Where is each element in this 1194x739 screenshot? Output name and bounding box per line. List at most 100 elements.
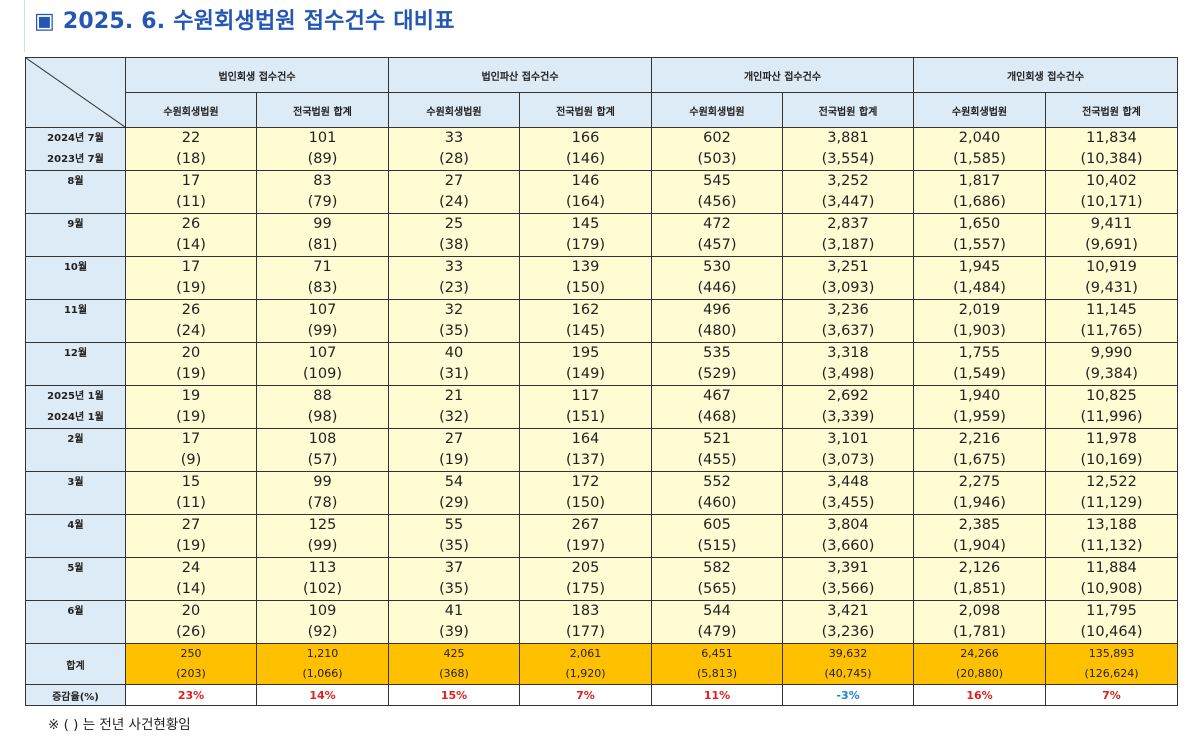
data-cell: 11,884 (10,908) bbox=[1045, 557, 1178, 601]
current-count: 12,522 bbox=[1086, 474, 1137, 490]
previous-count: (175) bbox=[566, 581, 605, 597]
previous-count: (529) bbox=[697, 366, 737, 382]
previous-count: (150) bbox=[566, 280, 605, 296]
previous-count: (10,384) bbox=[1080, 151, 1143, 167]
previous-count: (565) bbox=[697, 581, 737, 597]
data-cell: 3,252 (3,447) bbox=[782, 170, 914, 214]
current-count: 83 bbox=[313, 173, 332, 189]
current-count: 1,755 bbox=[958, 345, 1001, 361]
data-cell: 3,391 (3,566) bbox=[782, 557, 914, 601]
previous-count: (1,851) bbox=[953, 581, 1006, 597]
data-cell: 139 (150) bbox=[519, 256, 652, 300]
current-count: 33 bbox=[444, 130, 464, 146]
previous-count: (460) bbox=[697, 495, 737, 511]
current-count: 19 bbox=[181, 388, 201, 404]
data-cell: 107 (99) bbox=[256, 299, 389, 343]
row-label-previous: 2023년 7월 bbox=[47, 154, 104, 165]
current-count: 17 bbox=[181, 431, 201, 447]
data-cell: 17 (9) bbox=[125, 428, 257, 472]
data-cell: 545 (456) bbox=[651, 170, 783, 214]
data-cell: 12,522 (11,129) bbox=[1045, 471, 1178, 515]
previous-count: (98) bbox=[307, 409, 338, 425]
current-count: 107 bbox=[308, 302, 337, 318]
total-cell: 135,893 (126,624) bbox=[1045, 643, 1178, 685]
previous-count: (89) bbox=[307, 151, 338, 167]
row-label-current: 12월 bbox=[63, 348, 88, 359]
total-current: 2,061 bbox=[569, 647, 602, 660]
row-label-previous bbox=[26, 321, 125, 342]
row-label-current: 8월 bbox=[67, 176, 84, 187]
table-row: 11월 26 (24) 107 (99) 32 (35) 162 (145) 496 (480) 3,… bbox=[25, 299, 1178, 343]
total-cell: 24,266 (20,880) bbox=[913, 643, 1046, 685]
current-count: 162 bbox=[571, 302, 600, 318]
group-header-corp-bankruptcy: 법인파산 접수건수 bbox=[388, 57, 652, 93]
previous-count: (1,484) bbox=[953, 280, 1006, 296]
data-cell: 1,940 (1,959) bbox=[913, 385, 1046, 429]
data-cell: 32 (35) bbox=[388, 299, 520, 343]
data-cell: 3,421 (3,236) bbox=[782, 600, 914, 644]
data-cell: 1,755 (1,549) bbox=[913, 342, 1046, 386]
previous-count: (11,765) bbox=[1080, 323, 1143, 339]
data-cell: 9,411 (9,691) bbox=[1045, 213, 1178, 257]
diagonal-line bbox=[26, 58, 125, 127]
data-cell: 26 (14) bbox=[125, 213, 257, 257]
row-label-previous bbox=[26, 450, 125, 471]
data-cell: 3,804 (3,660) bbox=[782, 514, 914, 558]
sub-header-cell: 수원회생법원 bbox=[388, 92, 520, 128]
previous-count: (11,996) bbox=[1080, 409, 1143, 425]
data-cell: 21 (32) bbox=[388, 385, 520, 429]
total-row: 합계 250 (203) 1,210 (1,066) 425 (368) 2,061 (1,92… bbox=[25, 643, 1178, 685]
current-count: 139 bbox=[571, 259, 600, 275]
data-cell: 27 (19) bbox=[125, 514, 257, 558]
previous-count: (19) bbox=[176, 280, 206, 296]
current-count: 1,940 bbox=[958, 388, 1001, 404]
data-cell: 101 (89) bbox=[256, 127, 389, 171]
previous-count: (31) bbox=[439, 366, 469, 382]
total-current: 6,451 bbox=[701, 647, 733, 660]
previous-count: (1,549) bbox=[953, 366, 1006, 382]
previous-count: (457) bbox=[697, 237, 737, 253]
current-count: 552 bbox=[703, 474, 731, 490]
previous-count: (3,498) bbox=[821, 366, 875, 382]
current-count: 2,019 bbox=[958, 302, 1001, 318]
previous-count: (19) bbox=[176, 409, 206, 425]
current-count: 145 bbox=[571, 216, 600, 232]
previous-count: (3,554) bbox=[821, 151, 875, 167]
total-cell: 425 (368) bbox=[388, 643, 520, 685]
previous-count: (78) bbox=[307, 495, 338, 511]
row-label-previous: 2024년 1월 bbox=[47, 412, 104, 423]
total-current: 1,210 bbox=[306, 647, 339, 660]
current-count: 27 bbox=[444, 173, 464, 189]
data-cell: 535 (529) bbox=[651, 342, 783, 386]
total-previous: (368) bbox=[439, 667, 469, 680]
previous-count: (109) bbox=[303, 366, 342, 382]
table-row: 10월 17 (19) 71 (83) 33 (23) 139 (150) 530 (446) 3,2… bbox=[25, 256, 1178, 300]
current-count: 3,421 bbox=[827, 603, 869, 619]
data-cell: 108 (57) bbox=[256, 428, 389, 472]
previous-count: (479) bbox=[697, 624, 737, 640]
previous-count: (19) bbox=[439, 452, 469, 468]
data-cell: 2,837 (3,187) bbox=[782, 213, 914, 257]
current-count: 521 bbox=[703, 431, 731, 447]
total-previous: (1,920) bbox=[565, 667, 606, 680]
previous-count: (1,585) bbox=[953, 151, 1006, 167]
group-header-personal-bankruptcy: 개인파산 접수건수 bbox=[651, 57, 914, 93]
data-cell: 166 (146) bbox=[519, 127, 652, 171]
data-cell: 172 (150) bbox=[519, 471, 652, 515]
current-count: 1,945 bbox=[958, 259, 1001, 275]
previous-count: (35) bbox=[439, 581, 469, 597]
data-cell: 2,098 (1,781) bbox=[913, 600, 1046, 644]
row-label: 8월 bbox=[25, 170, 126, 214]
data-cell: 2,040 (1,585) bbox=[913, 127, 1046, 171]
previous-count: (11,129) bbox=[1080, 495, 1143, 511]
previous-count: (9,384) bbox=[1085, 366, 1138, 382]
data-cell: 472 (457) bbox=[651, 213, 783, 257]
data-cell: 109 (92) bbox=[256, 600, 389, 644]
data-cell: 145 (179) bbox=[519, 213, 652, 257]
previous-count: (3,447) bbox=[821, 194, 875, 210]
current-count: 9,411 bbox=[1090, 216, 1133, 232]
rate-cell: 15% bbox=[388, 684, 520, 706]
data-cell: 3,448 (3,455) bbox=[782, 471, 914, 515]
current-count: 605 bbox=[703, 517, 731, 533]
data-cell: 15 (11) bbox=[125, 471, 257, 515]
